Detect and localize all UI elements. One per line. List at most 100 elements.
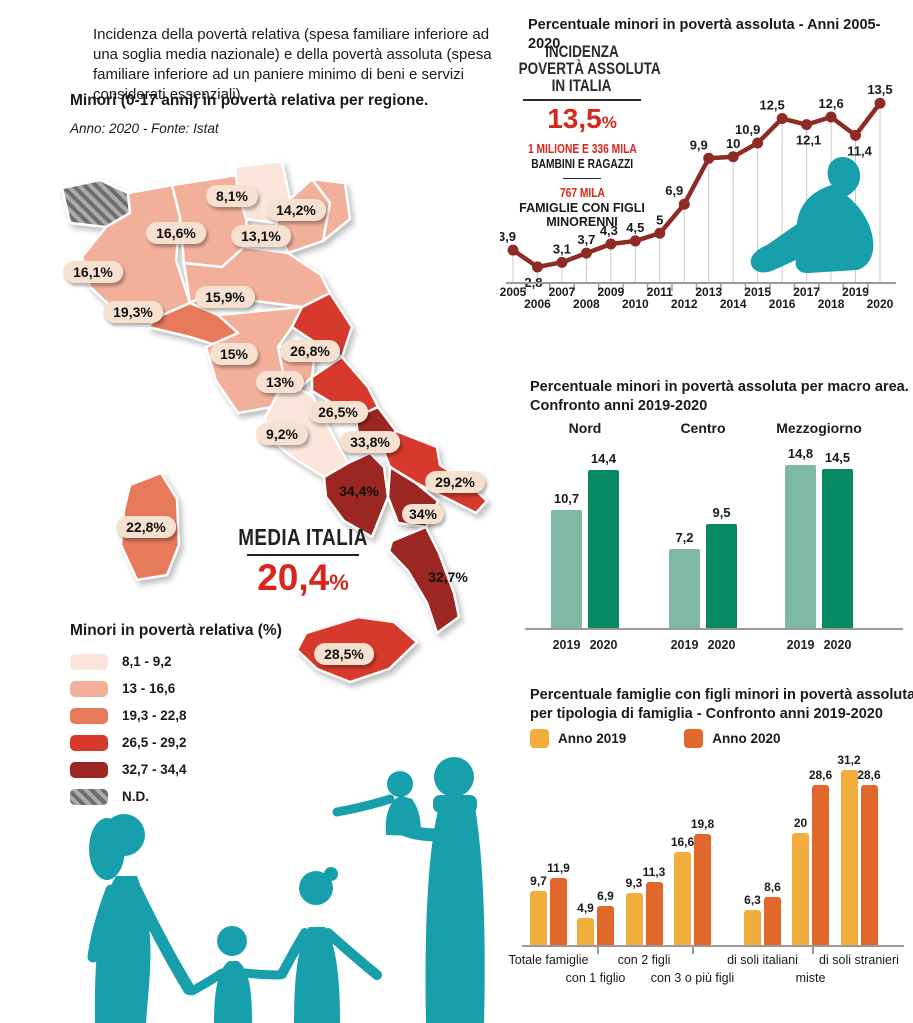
macro-group-label: Nord <box>568 420 602 436</box>
series-line <box>510 100 883 270</box>
data-point <box>874 97 886 109</box>
macro-bar-value: 9,5 <box>712 504 731 520</box>
media-italia-unit: % <box>329 570 349 595</box>
axis-tick <box>812 945 814 954</box>
incidenza-title-line2: POVERTÀ ASSOLUTA <box>518 60 661 79</box>
family-bar-2019 <box>744 909 761 945</box>
year-tick-label: 2005 <box>500 285 527 299</box>
point-label: 3,1 <box>553 241 571 256</box>
macro-bar-chart: Nord 10,7 2019 14,4 2020 Centro 7,2 2019 9,5 2020… <box>525 420 903 652</box>
region-calabria <box>387 525 461 635</box>
line-chart-series <box>507 97 886 273</box>
legend-label-2019: Anno 2019 <box>558 731 627 746</box>
data-point <box>556 256 568 268</box>
incidenza-title-line3: IN ITALIA <box>552 77 612 96</box>
line-chart-axis: 2005200620072008200920102011201220132014… <box>500 282 896 310</box>
axis-tick <box>692 945 694 954</box>
macro-bar-value: 10,7 <box>553 491 580 507</box>
macro-bar-2019 <box>669 548 700 628</box>
point-label: 6,9 <box>665 183 683 198</box>
legend-item-label: 13 - 16,6 <box>122 681 176 696</box>
year-tick-label: 2008 <box>573 297 600 310</box>
point-label: 10 <box>726 136 740 151</box>
legend-item-label: N.D. <box>122 789 149 804</box>
point-label: 12,5 <box>759 98 784 113</box>
family-category-label: miste <box>795 971 826 985</box>
legend-item-label: 8,1 - 9,2 <box>122 654 172 669</box>
macro-year-label: 2019 <box>552 638 581 652</box>
family-bar-value: 11,9 <box>547 861 570 876</box>
map-legend-title: Minori in povertà relativa (%) <box>70 622 282 639</box>
family-bar-2019 <box>674 852 691 945</box>
year-tick-label: 2006 <box>524 297 551 310</box>
legend-item-label: 32,7 - 34,4 <box>122 762 187 777</box>
legend-swatch-2020 <box>684 729 704 748</box>
legend-item: 13 - 16,6 <box>70 680 310 697</box>
legend-item-label: 26,5 - 29,2 <box>122 735 187 750</box>
family-bar-2020 <box>812 784 829 945</box>
macro-bar-2020 <box>588 469 619 628</box>
macro-bar-value: 7,2 <box>675 529 694 545</box>
data-point <box>776 113 788 125</box>
family-bar-value: 31,2 <box>837 753 861 768</box>
legend-item: 8,1 - 9,2 <box>70 653 310 670</box>
family-bar-2020 <box>694 834 711 945</box>
point-label: 9,9 <box>690 137 708 152</box>
map-legend: Minori in povertà relativa (%) 8,1 - 9,2… <box>70 622 310 815</box>
legend-swatch <box>70 707 108 724</box>
family-bar-value: 4,9 <box>577 900 594 915</box>
family-bar-value: 28,6 <box>857 767 881 782</box>
incidenza-rule <box>523 99 641 102</box>
macro-group-label: Mezzogiorno <box>776 420 862 436</box>
mother-silhouette <box>87 814 195 1023</box>
point-label: 5 <box>656 212 663 227</box>
stat2-label: FAMIGLIE CON FIGLI MINORENNI <box>519 200 645 229</box>
data-point <box>605 238 617 250</box>
year-tick-label: 2007 <box>549 285 576 299</box>
point-label: 13,5 <box>867 82 892 97</box>
macro-group-label: Centro <box>680 420 726 436</box>
year-tick-label: 2011 <box>647 285 673 299</box>
data-point <box>825 111 837 123</box>
intro-paragraph: Incidenza della povertà relativa (spesa … <box>93 26 492 103</box>
legend-swatch-2019 <box>530 729 549 748</box>
line-chart-point-labels: 3,92,83,13,74,3 4,556,99,9 1010,912,512,11… <box>500 82 893 290</box>
family-bar-value: 9,7 <box>530 873 547 888</box>
family-bar-2019 <box>840 770 858 945</box>
legend-swatch <box>70 653 108 670</box>
point-label: 4,5 <box>626 220 644 235</box>
family-bar-value: 9,3 <box>625 875 643 890</box>
family-category-label: con 2 figli <box>617 953 671 967</box>
stat1-value: 1 MILIONE E 336 MILA <box>527 142 637 157</box>
data-point <box>752 137 764 149</box>
data-point <box>507 244 519 256</box>
line-chart: 3,92,83,13,74,3 4,556,99,9 1010,912,512,11… <box>500 82 896 310</box>
legend-item: N.D. <box>70 788 310 805</box>
macro-year-label: 2019 <box>786 638 815 652</box>
incidenza-info-block: INCIDENZA POVERTÀ ASSOLUTA IN ITALIA 13,… <box>503 43 661 229</box>
family-bar-value: 28,6 <box>808 767 833 782</box>
incidenza-title-line1: INCIDENZA <box>545 43 619 61</box>
data-point <box>629 235 641 247</box>
year-tick-label: 2019 <box>842 285 869 299</box>
legend-item-label: 19,3 - 22,8 <box>122 708 187 723</box>
legend-label-2020: Anno 2020 <box>712 731 781 746</box>
legend-swatch <box>70 761 108 778</box>
macro-chart-title: Percentuale minori in povertà assoluta p… <box>530 379 909 414</box>
year-tick-label: 2020 <box>867 297 894 310</box>
media-italia-value: 20,4 <box>257 557 330 598</box>
axis-tick <box>597 945 599 954</box>
data-point <box>850 129 862 141</box>
family-bar-2019 <box>577 917 594 945</box>
year-tick-label: 2018 <box>818 297 845 310</box>
family-chart-title: Percentuale famiglie con figli minori in… <box>530 687 913 722</box>
data-point <box>801 119 813 131</box>
year-tick-label: 2016 <box>769 297 796 310</box>
macro-year-label: 2020 <box>589 638 618 652</box>
region-sicilia <box>295 615 419 684</box>
macro-bar-2020 <box>706 523 737 628</box>
legend-swatch <box>70 680 108 697</box>
year-tick-label: 2014 <box>720 297 747 310</box>
family-bar-value: 20 <box>793 816 808 830</box>
stat1-label: BAMBINI E RAGAZZI <box>531 156 633 171</box>
